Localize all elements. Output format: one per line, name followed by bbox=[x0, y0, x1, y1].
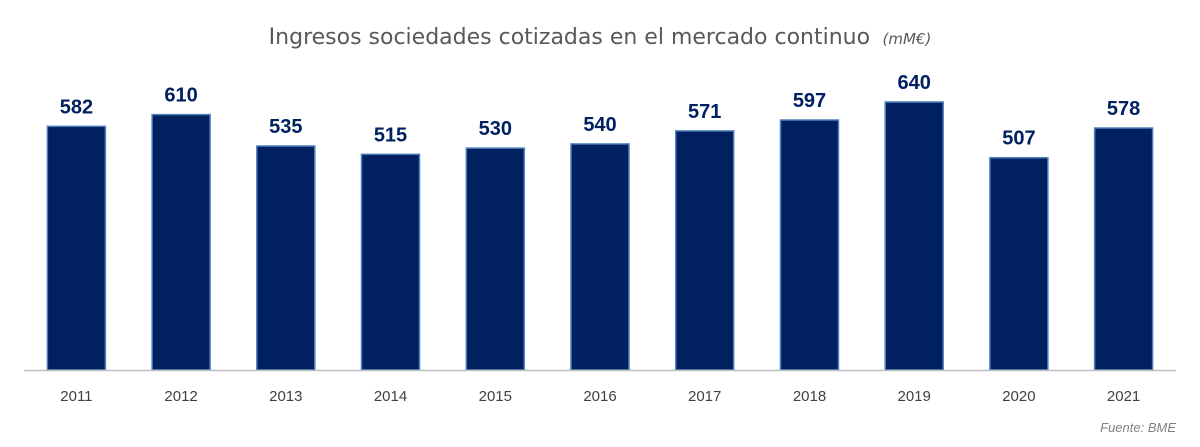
x-tick-label-2011: 2011 bbox=[60, 388, 92, 405]
bar-2012 bbox=[151, 113, 211, 371]
bar-2019 bbox=[884, 101, 944, 371]
x-tick-label-2018: 2018 bbox=[793, 388, 826, 405]
chart-title-unit: (mM€) bbox=[883, 30, 932, 48]
data-label-2018: 597 bbox=[793, 90, 826, 112]
bar-2014 bbox=[360, 153, 421, 371]
x-tick-label-2014: 2014 bbox=[374, 388, 407, 405]
data-label-2020: 507 bbox=[1002, 128, 1035, 150]
data-label-2019: 640 bbox=[898, 72, 931, 94]
data-label-2021: 578 bbox=[1107, 98, 1140, 120]
x-tick-label-2017: 2017 bbox=[688, 388, 721, 405]
bar-2016 bbox=[570, 143, 630, 371]
data-label-2011: 582 bbox=[60, 96, 93, 118]
bar-2017 bbox=[674, 130, 735, 371]
x-tick-label-2012: 2012 bbox=[164, 388, 197, 405]
x-tick-label-2016: 2016 bbox=[583, 388, 616, 405]
bar-2011 bbox=[46, 125, 107, 371]
data-label-2016: 540 bbox=[583, 114, 616, 136]
x-tick-label-2013: 2013 bbox=[269, 388, 302, 405]
data-label-2015: 530 bbox=[479, 118, 512, 140]
bar-2020 bbox=[989, 156, 1049, 371]
x-tick-label-2021: 2021 bbox=[1107, 388, 1140, 405]
bar-2021 bbox=[1093, 127, 1154, 371]
x-ticks-group: 2011 2012 2013 2014 2015 2016 2017 2018 2019 2020… bbox=[60, 388, 1140, 405]
x-tick-label-2020: 2020 bbox=[1002, 388, 1035, 405]
bar-2013 bbox=[256, 145, 316, 371]
chart-title: Ingresos sociedades cotizadas en el merc… bbox=[269, 25, 932, 50]
data-label-2014: 515 bbox=[374, 124, 407, 146]
data-label-2012: 610 bbox=[164, 85, 197, 107]
bar-2015 bbox=[465, 147, 526, 371]
data-label-2017: 571 bbox=[688, 101, 721, 123]
chart-title-text: Ingresos sociedades cotizadas en el merc… bbox=[269, 25, 870, 50]
source-note: Fuente: BME bbox=[1100, 420, 1176, 435]
bars-group: 582 610 535 515 530 540 571 597 640 507 578 bbox=[46, 72, 1154, 371]
x-tick-label-2019: 2019 bbox=[898, 388, 931, 405]
x-tick-label-2015: 2015 bbox=[479, 388, 512, 405]
bar-2018 bbox=[779, 119, 840, 371]
data-label-2013: 535 bbox=[269, 116, 302, 138]
